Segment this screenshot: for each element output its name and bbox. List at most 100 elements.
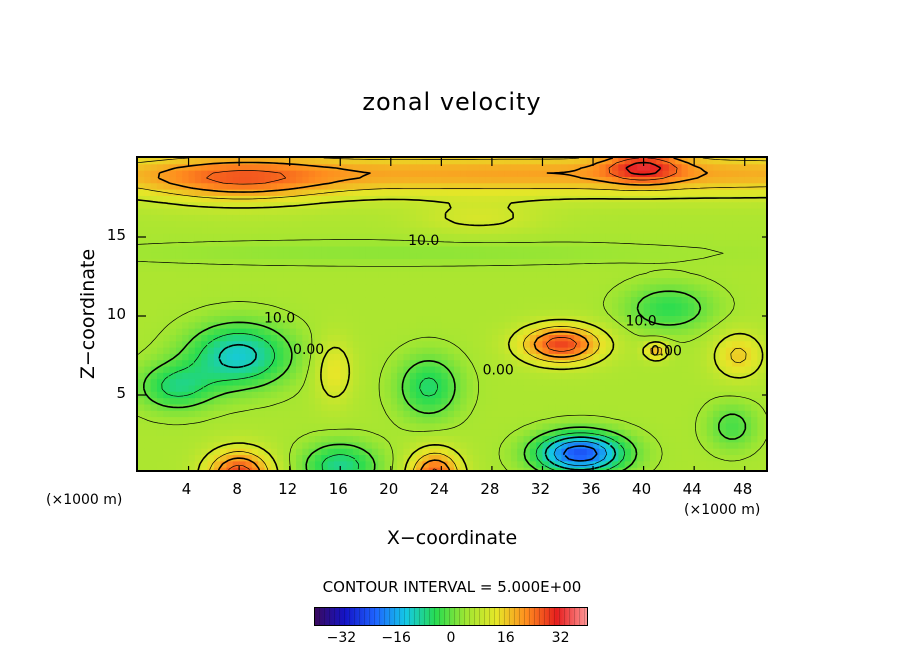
field-cell [371,158,379,165]
field-cell [599,423,607,431]
field-cell [156,195,164,203]
field-cell [593,290,600,298]
field-cell [725,195,733,203]
field-cell [555,429,563,437]
field-cell [675,221,683,229]
field-cell [144,334,152,342]
field-cell [245,309,253,317]
field-cell [694,429,702,437]
field-cell [390,398,398,406]
field-cell [245,347,253,355]
field-cell [213,448,221,456]
field-cell [175,158,183,165]
field-cell [630,189,638,197]
field-cell [485,259,493,267]
field-cell [321,214,329,222]
field-cell [144,170,152,178]
field-cell [555,379,563,387]
field-cell [586,322,594,330]
field-cell [542,164,550,172]
field-cell [687,442,695,450]
field-cell [454,328,461,336]
field-cell [681,284,689,292]
field-cell [656,448,664,456]
field-cell [441,423,449,431]
field-cell [536,334,544,342]
field-cell [182,341,190,349]
field-cell [207,189,215,197]
field-cell [593,334,600,342]
field-cell [232,183,240,191]
field-cell [296,417,303,425]
field-cell [213,290,221,298]
field-cell [251,290,259,298]
field-cell [694,398,702,406]
field-cell [574,259,581,267]
field-cell [144,183,152,191]
field-cell [403,379,411,387]
field-cell [156,183,164,191]
field-cell [498,328,506,336]
field-cell [649,436,657,443]
field-cell [485,360,493,368]
field-cell [517,410,525,418]
field-cell [662,429,670,437]
field-cell [700,240,708,248]
field-cell [744,158,752,165]
field-cell [612,170,619,178]
field-cell [365,455,373,462]
field-cell [169,246,177,254]
field-cell [194,334,202,342]
field-cell [529,461,537,469]
field-cell [213,233,221,241]
field-cell [283,423,291,431]
field-cell [226,353,234,361]
field-cell [378,379,386,387]
field-cell [662,467,670,470]
field-cell [308,423,316,431]
field-cell [630,233,638,241]
field-cell [220,252,228,260]
field-cell [605,341,613,349]
field-cell [599,290,607,298]
field-cell [213,467,221,470]
field-cell [675,278,683,285]
field-cell [542,221,550,229]
field-cell [719,290,727,298]
field-cell [169,240,177,248]
field-cell [454,297,461,304]
field-cell [643,158,651,165]
field-cell [548,423,556,431]
field-cell [675,290,683,298]
field-cell [296,436,303,443]
field-cell [327,189,335,197]
field-cell [593,404,600,412]
field-cell [321,410,329,418]
field-cell [593,385,600,393]
field-cell [548,271,556,279]
field-cell [479,448,487,456]
field-cell [536,467,544,470]
field-cell [605,303,613,311]
field-cell [416,221,423,229]
field-cell [409,202,417,210]
field-cell [561,221,569,229]
field-cell [365,214,373,222]
field-cell [182,252,190,260]
field-cell [138,436,145,443]
field-cell [258,410,265,418]
field-cell [352,398,360,406]
field-cell [523,202,531,210]
field-cell [612,202,619,210]
field-cell [491,366,499,374]
field-cell [296,410,303,418]
field-cell [725,303,733,311]
field-cell [529,404,537,412]
field-cell [220,233,228,241]
field-cell [390,379,398,387]
field-cell [138,322,145,330]
field-cell [220,455,228,462]
field-cell [732,233,739,241]
field-cell [523,271,531,279]
field-cell [150,360,158,368]
